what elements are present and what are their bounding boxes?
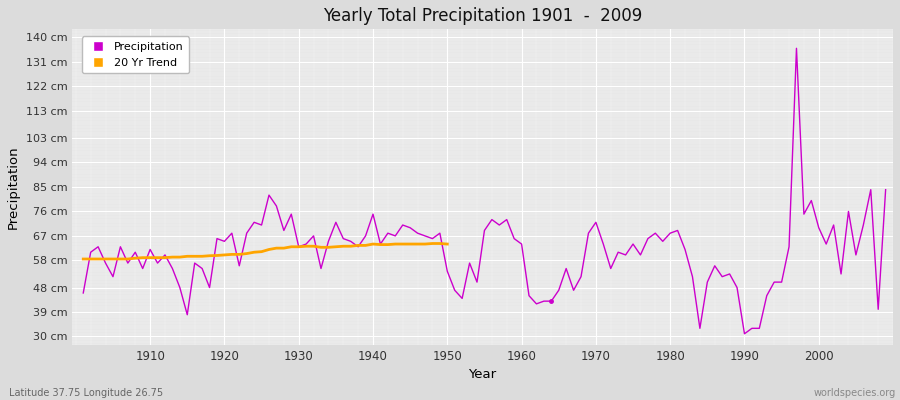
Legend: Precipitation, 20 Yr Trend: Precipitation, 20 Yr Trend (82, 36, 189, 73)
Text: Latitude 37.75 Longitude 26.75: Latitude 37.75 Longitude 26.75 (9, 388, 163, 398)
Title: Yearly Total Precipitation 1901  -  2009: Yearly Total Precipitation 1901 - 2009 (323, 7, 643, 25)
Text: worldspecies.org: worldspecies.org (814, 388, 896, 398)
X-axis label: Year: Year (469, 368, 497, 381)
Y-axis label: Precipitation: Precipitation (7, 145, 20, 229)
